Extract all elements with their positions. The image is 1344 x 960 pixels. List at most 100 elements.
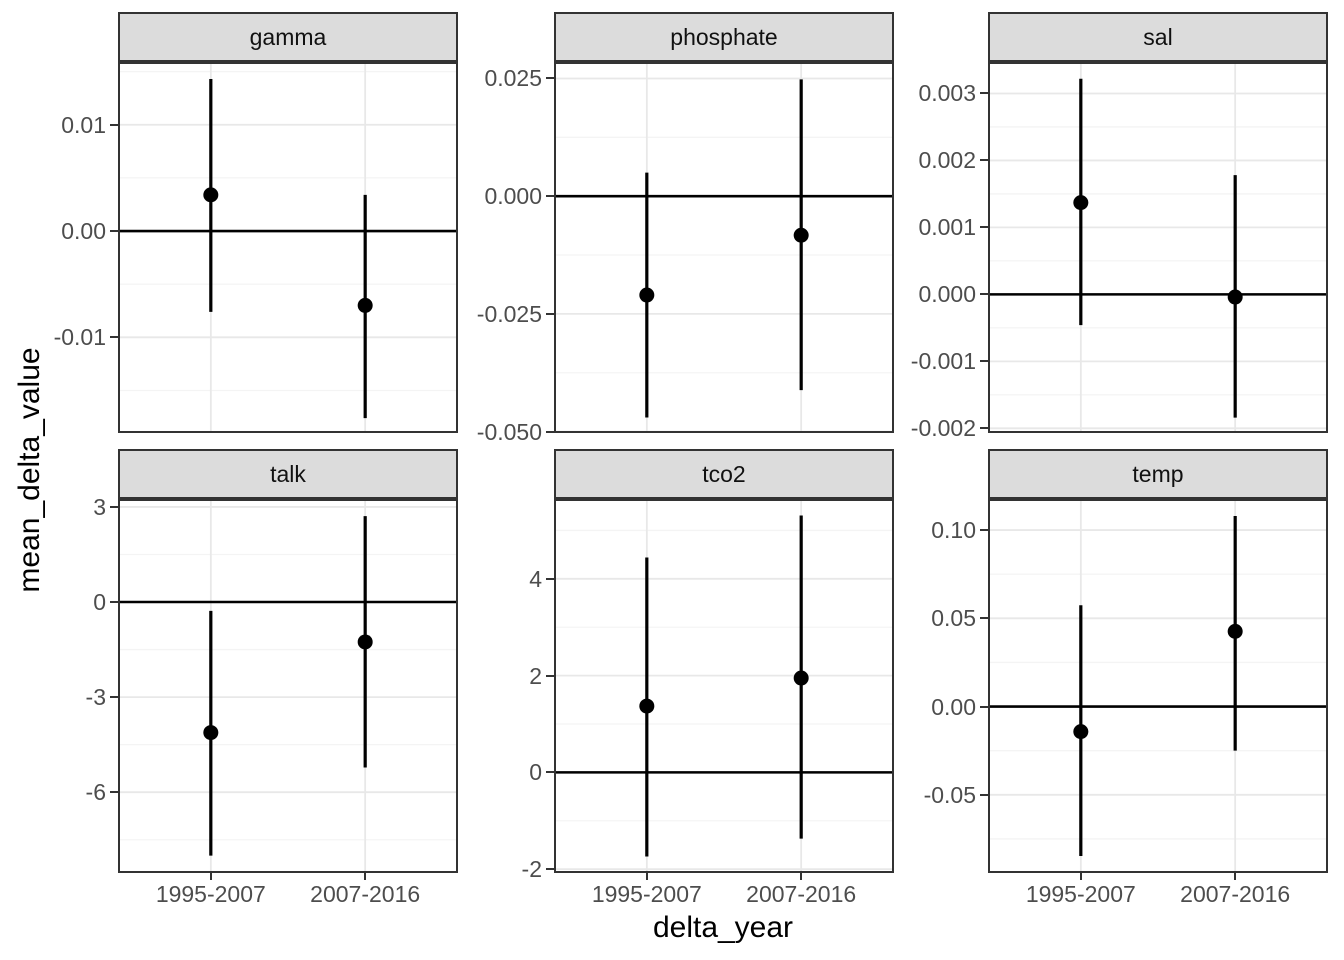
x-tick-mark <box>645 873 648 880</box>
y-tick-label: -0.050 <box>476 418 542 445</box>
facet-panel-sal <box>988 62 1328 433</box>
panel-border <box>118 62 458 433</box>
y-tick-label: 0.10 <box>931 517 976 544</box>
point-sal-2007-2016 <box>1227 289 1243 305</box>
y-tick-label: 0.01 <box>61 111 106 138</box>
y-tick-mark <box>546 868 554 871</box>
y-tick-mark <box>110 336 118 339</box>
y-tick-label: -0.001 <box>910 348 976 375</box>
y-tick-mark <box>546 771 554 774</box>
x-tick-mark <box>209 873 212 880</box>
y-tick-label: -0.002 <box>910 415 976 442</box>
y-tick-mark <box>980 529 988 532</box>
y-tick-mark <box>980 705 988 708</box>
y-tick-mark <box>110 791 118 794</box>
panel-border <box>988 62 1328 433</box>
x-tick-label: 2007-2016 <box>310 881 421 907</box>
facet-strip-gamma: gamma <box>118 12 458 62</box>
x-tick-mark <box>1079 873 1082 880</box>
y-tick-label: 0.002 <box>918 147 976 174</box>
y-tick-label: 3 <box>93 493 106 520</box>
facet-panel-gamma <box>118 62 458 433</box>
x-tick-mark <box>364 873 367 880</box>
x-tick-label: 1995-2007 <box>155 881 266 907</box>
y-tick-label: -3 <box>85 684 106 711</box>
x-tick-mark <box>800 873 803 880</box>
y-tick-mark <box>110 123 118 126</box>
y-tick-mark <box>546 77 554 80</box>
y-tick-label: 4 <box>529 565 542 592</box>
y-tick-label: 0.00 <box>931 693 976 720</box>
y-tick-label: 2 <box>529 662 542 689</box>
x-tick-label: 2007-2016 <box>1180 881 1291 907</box>
facet-panel-tco2 <box>554 499 894 873</box>
facet-strip-sal: sal <box>988 12 1328 62</box>
y-tick-label: 0.003 <box>918 80 976 107</box>
facet-panel-talk <box>118 499 458 873</box>
y-tick-label: -0.025 <box>476 300 542 327</box>
y-tick-mark <box>980 427 988 430</box>
x-tick-mark <box>1234 873 1237 880</box>
y-tick-mark <box>546 430 554 433</box>
point-tco2-1995-2007 <box>639 698 655 714</box>
facet-label: gamma <box>249 23 327 50</box>
point-gamma-1995-2007 <box>203 187 219 203</box>
y-tick-label: 0.05 <box>931 605 976 632</box>
y-tick-label: 0.00 <box>61 218 106 245</box>
y-tick-mark <box>546 674 554 677</box>
facet-label: phosphate <box>670 23 778 50</box>
y-tick-label: 0 <box>529 759 542 786</box>
point-tco2-2007-2016 <box>793 670 809 686</box>
facet-panel-temp <box>988 499 1328 873</box>
y-tick-label: -0.05 <box>923 781 976 808</box>
facet-panel-phosphate <box>554 62 894 433</box>
y-tick-mark <box>110 230 118 233</box>
point-gamma-2007-2016 <box>357 297 373 313</box>
point-temp-2007-2016 <box>1227 623 1243 639</box>
facet-strip-talk: talk <box>118 449 458 499</box>
panel-border <box>988 499 1328 873</box>
y-tick-mark <box>110 696 118 699</box>
y-tick-label: 0.001 <box>918 214 976 241</box>
point-talk-2007-2016 <box>357 634 373 650</box>
y-tick-mark <box>546 312 554 315</box>
y-tick-mark <box>980 226 988 229</box>
y-tick-mark <box>546 195 554 198</box>
y-tick-label: 0 <box>93 589 106 615</box>
y-tick-mark <box>980 793 988 796</box>
x-tick-label: 1995-2007 <box>591 881 702 907</box>
y-tick-mark <box>980 159 988 162</box>
x-tick-label: 2007-2016 <box>746 881 857 907</box>
x-tick-label: 1995-2007 <box>1025 881 1136 907</box>
facet-label: talk <box>270 460 306 487</box>
point-temp-1995-2007 <box>1073 724 1089 740</box>
y-tick-mark <box>980 293 988 296</box>
point-sal-1995-2007 <box>1073 195 1089 211</box>
facet-label: sal <box>1143 23 1173 50</box>
y-tick-label: 0.025 <box>484 65 542 92</box>
facet-strip-temp: temp <box>988 449 1328 499</box>
panel-border <box>554 499 894 873</box>
panel-border <box>118 499 458 873</box>
facet-strip-phosphate: phosphate <box>554 12 894 62</box>
panel-border <box>554 62 894 433</box>
y-tick-mark <box>980 360 988 363</box>
y-tick-label: 0.000 <box>918 281 976 308</box>
y-tick-mark <box>980 92 988 95</box>
y-tick-mark <box>980 617 988 620</box>
y-tick-label: -6 <box>85 779 106 806</box>
y-tick-mark <box>110 505 118 508</box>
x-axis-title: delta_year <box>652 911 794 944</box>
y-tick-label: -2 <box>521 856 542 883</box>
facet-strip-tco2: tco2 <box>554 449 894 499</box>
facet-label: tco2 <box>702 460 746 487</box>
y-tick-label: -0.01 <box>53 324 106 351</box>
y-axis-title: mean_delta_value <box>13 347 46 593</box>
point-talk-1995-2007 <box>203 725 219 741</box>
y-tick-mark <box>546 577 554 580</box>
y-tick-label: 0.000 <box>484 183 542 210</box>
point-phosphate-2007-2016 <box>793 227 809 243</box>
facet-label: temp <box>1132 460 1184 487</box>
y-tick-mark <box>110 601 118 603</box>
